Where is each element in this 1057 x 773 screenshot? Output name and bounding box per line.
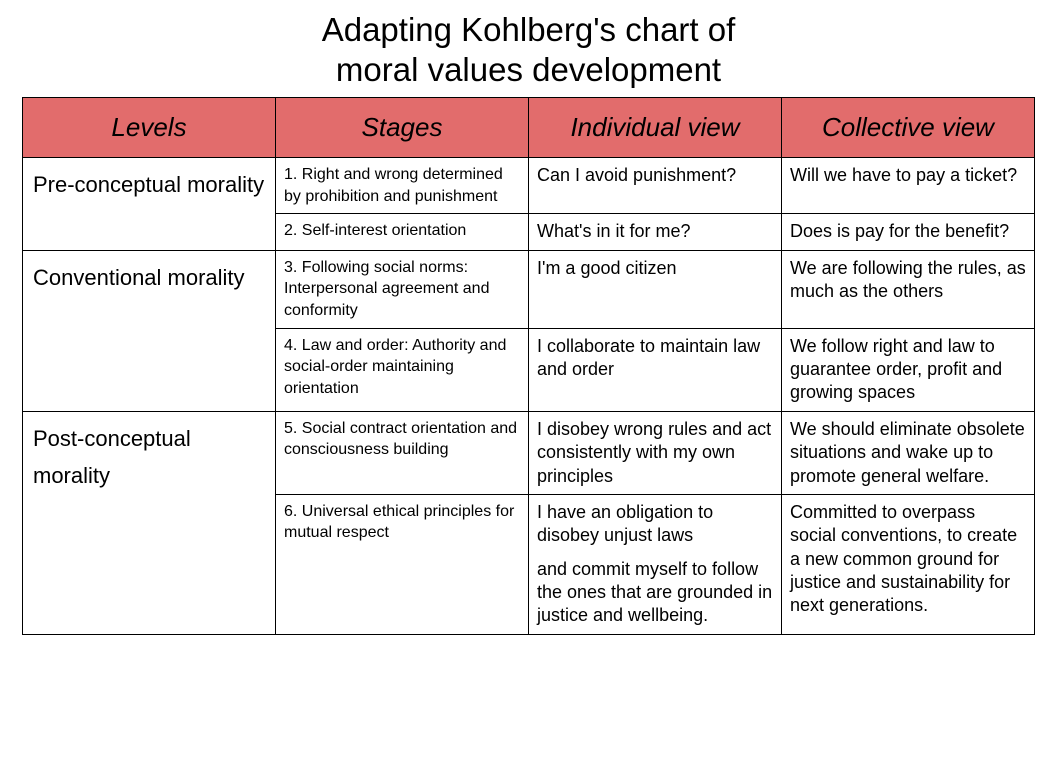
individual-cell: I have an obligation to disobey unjust l… — [529, 494, 782, 634]
individual-p1: I have an obligation to disobey unjust l… — [537, 501, 773, 548]
collective-cell: Committed to overpass social conventions… — [782, 494, 1035, 634]
col-header-collective: Collective view — [782, 98, 1035, 158]
title-line-2: moral values development — [336, 51, 721, 88]
stage-cell: 3. Following social norms: Interpersonal… — [276, 250, 529, 328]
level-cell: Pre-conceptual morality — [23, 158, 276, 251]
table-header-row: Levels Stages Individual view Collective… — [23, 98, 1035, 158]
collective-cell: We follow right and law to guarantee ord… — [782, 328, 1035, 411]
stage-cell: 1. Right and wrong determined by prohibi… — [276, 158, 529, 214]
page-title: Adapting Kohlberg's chart of moral value… — [22, 10, 1035, 89]
collective-cell: We are following the rules, as much as t… — [782, 250, 1035, 328]
level-cell: Post-conceptual morality — [23, 411, 276, 634]
col-header-individual: Individual view — [529, 98, 782, 158]
col-header-stages: Stages — [276, 98, 529, 158]
col-header-levels: Levels — [23, 98, 276, 158]
individual-cell: I collaborate to maintain law and order — [529, 328, 782, 411]
stage-cell: 2. Self-interest orientation — [276, 214, 529, 250]
level-cell: Conventional morality — [23, 250, 276, 411]
table-row: Pre-conceptual morality 1. Right and wro… — [23, 158, 1035, 214]
title-line-1: Adapting Kohlberg's chart of — [322, 11, 736, 48]
individual-p2: and commit myself to follow the ones tha… — [537, 558, 773, 628]
individual-cell: What's in it for me? — [529, 214, 782, 250]
kohlberg-table: Levels Stages Individual view Collective… — [22, 97, 1035, 635]
individual-cell: I disobey wrong rules and act consistent… — [529, 411, 782, 494]
collective-cell: Will we have to pay a ticket? — [782, 158, 1035, 214]
table-row: Conventional morality 3. Following socia… — [23, 250, 1035, 328]
individual-cell: Can I avoid punishment? — [529, 158, 782, 214]
table-row: Post-conceptual morality 5. Social contr… — [23, 411, 1035, 494]
stage-cell: 5. Social contract orientation and consc… — [276, 411, 529, 494]
individual-cell: I'm a good citizen — [529, 250, 782, 328]
collective-cell: Does is pay for the benefit? — [782, 214, 1035, 250]
stage-cell: 4. Law and order: Authority and social-o… — [276, 328, 529, 411]
collective-cell: We should eliminate obsolete situations … — [782, 411, 1035, 494]
stage-cell: 6. Universal ethical principles for mutu… — [276, 494, 529, 634]
